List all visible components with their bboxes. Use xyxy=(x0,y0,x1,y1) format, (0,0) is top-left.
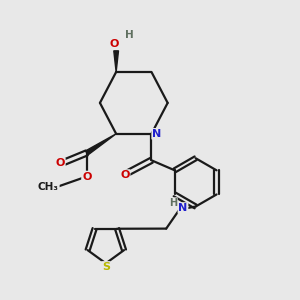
Text: H: H xyxy=(125,30,134,40)
Polygon shape xyxy=(85,134,116,155)
Polygon shape xyxy=(114,51,118,72)
Text: O: O xyxy=(82,172,92,182)
Text: O: O xyxy=(56,158,65,168)
Text: N: N xyxy=(178,203,188,213)
Text: CH₃: CH₃ xyxy=(38,182,59,192)
Text: O: O xyxy=(120,170,130,180)
Text: H: H xyxy=(169,198,177,208)
Text: S: S xyxy=(102,262,110,272)
Text: O: O xyxy=(110,39,119,49)
Text: N: N xyxy=(152,129,161,139)
